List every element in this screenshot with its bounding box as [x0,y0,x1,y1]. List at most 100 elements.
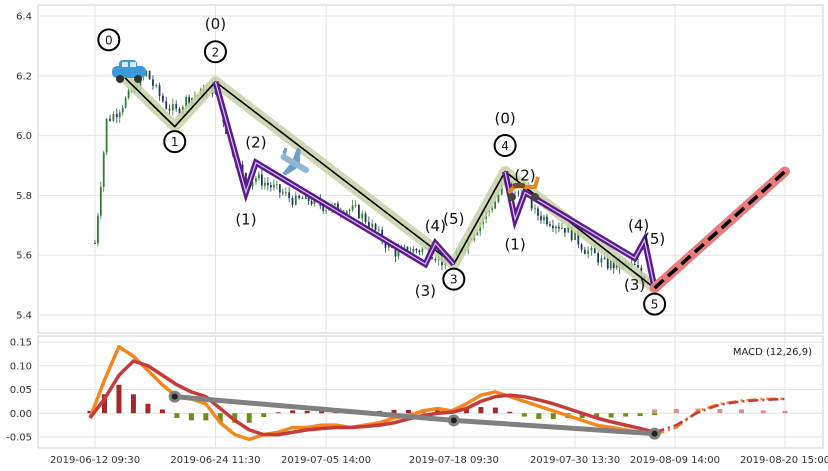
macd-hist-bar-32 [550,413,556,419]
sub-wave-a-label-4: (4) [425,217,446,235]
macd-hist-bar-5 [159,409,165,414]
macd-proj-hist-bar-5 [760,410,766,414]
x-tick-label-0: 2019-06-12 09:30 [50,455,140,466]
macd-hist-bar-4 [145,403,151,414]
candle-33-1-body [577,231,580,245]
candle-13-2-body [291,198,294,205]
macd-hist-bar-6 [174,413,180,418]
candle-12-1-body [258,174,260,179]
candle-7-0-body [185,96,188,108]
candle-19-1-body [377,229,380,231]
chart-icons [112,60,540,201]
sub-wave-b-label-3: (3) [624,276,645,294]
wave-label-5: 5 [651,298,659,312]
candle-14-1-body [298,195,301,199]
wave-label-circle-0 [97,28,121,52]
candle-31-4-body [546,216,548,225]
airplane-fuselage [280,154,310,173]
price-panel-frame [37,4,824,334]
macd-legend: MACD (12,26,9) [733,347,812,358]
macd-hist-bar-24 [434,409,440,414]
candle-21-0-body [394,247,397,257]
candle-31-2-body [540,215,542,221]
candle-4-0-body [155,85,158,87]
candle-12-4-body [266,182,269,186]
candle-21-7-body [415,249,418,251]
macd-hist-bar-2 [116,384,122,414]
candle-12-6-body [272,184,275,188]
macd-hist-bar-9 [217,413,223,423]
candle-15-6-body [322,205,325,212]
candle-36-1-body [606,258,609,269]
car-window-right [130,62,136,67]
macd-y-tick-4: -0.05 [6,433,32,444]
scooter-icon [507,176,540,201]
price-y-tick-5: 5.4 [16,311,32,322]
projection-dashed-line [653,170,787,290]
x-tick-label-2: 2019-07-05 14:00 [281,455,371,466]
candle-18-0-body [364,213,367,222]
divergence-point-inner-1 [450,417,457,424]
candle-21-1-body [397,248,400,257]
macd-hist-bar-29 [507,411,513,414]
macd-proj-hist-bar-4 [739,409,745,414]
candle-2-8-body [139,75,142,90]
scooter-seat [513,183,525,188]
wave-label-4: 4 [501,139,509,153]
price-y-tick-1: 6.2 [16,71,32,82]
candle-27-2-body [500,184,503,195]
macd-y-tick-1: 0.10 [10,361,32,372]
sub-wave-a-label-2: (2) [245,134,266,152]
sub-wave-a-label-5: (5) [443,210,464,228]
macd-hist-bar-38 [637,413,643,417]
wave-label-3: 3 [450,273,458,287]
candle-1-1-body [109,118,111,121]
wave-label-0: 0 [105,33,113,47]
candle-35-1-body [597,253,600,263]
price-y-tick-0: 6.4 [16,12,32,23]
candle-36-2-body [609,261,612,269]
candle-16-7-body [345,211,348,215]
candle-7-1-body [188,96,190,105]
macd-hist-bar-22 [405,409,411,414]
sub-wave-b-label-5: (5) [644,230,665,248]
candle-34-0-body [583,249,586,255]
candle-16-0-body [325,210,328,212]
candle-31-6-body [552,225,554,229]
candle-31-0-body [534,208,536,210]
macd-hist-bar-34 [579,413,585,418]
candle-12-3-body [263,182,266,186]
candle-14-2-body [301,198,304,200]
candle-21-3-body [403,246,406,248]
macd-proj-hist-bar-1 [673,408,679,414]
candle-12-5-body [269,185,272,188]
candle-20-0-body [384,241,387,248]
candle-2-3-body [124,97,127,108]
wave-label-circle-3 [442,267,466,291]
sub-wave-b-label-2: (2) [514,166,535,184]
wave-lines [112,65,790,294]
candle-12-2-body [261,174,263,186]
macd-hist-bar-10 [232,413,238,423]
divergence-point-inner-0 [171,393,178,400]
candle-1-2-body [112,113,115,121]
candle-27-0-body [494,201,497,209]
candle-10-2-body [241,164,244,173]
signal-projection-line [654,397,786,434]
x-tick-label-1: 2019-06-24 11:30 [170,455,260,466]
candle-32-1-body [567,226,570,233]
candle-37-1-body [637,264,639,268]
candle-36-3-body [612,261,615,269]
x-tick-label-4: 2019-07-30 13:30 [530,455,620,466]
candle-37-0-body [633,263,636,265]
macd-hist-bar-31 [536,413,542,419]
car-wheel-left [116,75,124,83]
candle-0-1-body [97,215,99,244]
candle-18-1-body [367,221,370,228]
wave-label-circle-1 [163,130,187,154]
macd-hist-bar-11 [246,413,252,423]
x-tick-label-6: 2019-08-20 15:00 [740,455,828,466]
macd-hist-bar-15 [304,410,310,414]
candle-16-3-body [334,203,336,206]
candle-5-0-body [165,101,168,109]
